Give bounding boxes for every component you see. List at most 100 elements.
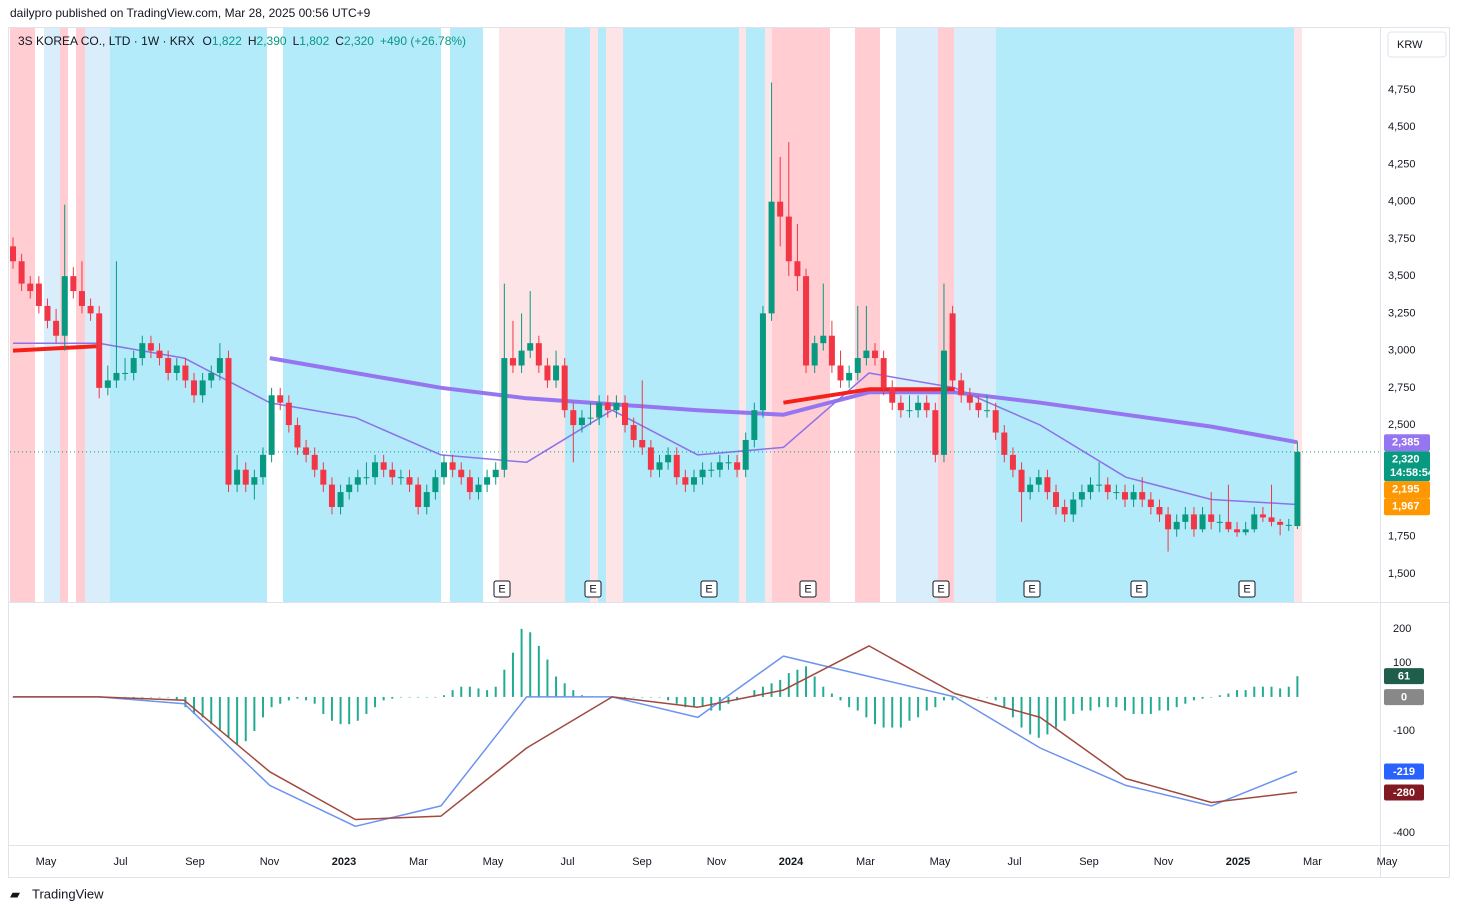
histogram-bar	[822, 686, 825, 697]
price-tick-label: 1,750	[1388, 531, 1416, 543]
histogram-bar	[296, 696, 299, 699]
histogram-bar	[839, 696, 842, 701]
time-tick-label: May	[36, 856, 57, 868]
histogram-bar	[141, 696, 144, 698]
histogram-bar	[1287, 686, 1290, 697]
histogram-bar	[1115, 696, 1118, 708]
candle-body	[234, 469, 241, 485]
histogram-bar	[374, 696, 377, 708]
histogram-bar	[1149, 696, 1152, 714]
plot-area	[10, 82, 1301, 828]
histogram-bar	[279, 696, 282, 704]
candle-body	[647, 447, 654, 470]
histogram-bar	[1063, 696, 1066, 721]
candle-body	[139, 343, 146, 359]
candle-body	[794, 261, 801, 277]
candle-body	[759, 313, 766, 411]
candle-body	[1199, 514, 1206, 530]
candle-body	[604, 402, 611, 411]
regime-band	[499, 28, 565, 602]
histogram-bar	[994, 696, 997, 701]
histogram-bar	[201, 696, 204, 718]
value-label: 61	[1398, 671, 1410, 683]
candle-body	[639, 439, 646, 448]
histogram-bar	[460, 686, 463, 697]
histogram-bar	[692, 696, 695, 708]
value-label: 0	[1401, 692, 1407, 704]
candle-body	[613, 402, 620, 411]
currency-button[interactable]	[1387, 31, 1447, 58]
histogram-bar	[244, 696, 247, 742]
candle-body	[1078, 492, 1085, 500]
histogram-bar	[132, 696, 135, 698]
histogram-bar	[1158, 696, 1161, 711]
candle-body	[578, 417, 585, 426]
histogram-bar	[580, 695, 583, 697]
price-tick-label: 3,000	[1388, 345, 1416, 357]
candle-body	[690, 477, 697, 485]
candle-body	[1130, 492, 1137, 500]
candle-body	[544, 365, 551, 381]
price-label: 2,195	[1392, 484, 1420, 496]
candle-body	[303, 447, 310, 455]
histogram-bar	[175, 696, 178, 701]
candle-body	[44, 305, 51, 321]
regime-band	[896, 28, 938, 602]
earnings-marker	[799, 580, 817, 598]
histogram-bar	[218, 696, 221, 731]
time-tick-label: Jul	[1007, 856, 1021, 868]
candle-body	[1242, 529, 1249, 533]
regime-band	[855, 28, 880, 602]
candle-body	[492, 469, 499, 478]
regime-band	[10, 28, 35, 602]
earnings-label: E	[589, 583, 596, 595]
price-tick-label: 4,250	[1388, 158, 1416, 170]
regime-band	[76, 28, 85, 602]
histogram-bar	[158, 696, 161, 698]
ohlc-key: O	[202, 34, 211, 48]
candle-body	[1268, 517, 1275, 522]
candle-body	[682, 477, 689, 485]
candle-body	[622, 402, 629, 426]
time-tick-label: May	[483, 856, 504, 868]
candle-body	[527, 343, 534, 351]
candle-body	[1001, 432, 1008, 455]
candle-body	[104, 380, 111, 388]
published-note: dailypro published on TradingView.com, M…	[10, 6, 371, 20]
regime-band	[598, 28, 606, 602]
histogram-bar	[537, 645, 540, 697]
candle-body	[18, 261, 25, 284]
histogram-bar	[1141, 696, 1144, 714]
histogram-bar	[1046, 696, 1049, 735]
candle-body	[397, 477, 404, 479]
histogram-bar	[330, 696, 333, 721]
candle-body	[777, 201, 784, 217]
price-label-box	[1384, 434, 1430, 452]
regime-band	[590, 28, 598, 602]
histogram-bar	[322, 696, 325, 714]
histogram-bar	[632, 696, 635, 698]
histogram-bar	[477, 688, 480, 697]
candle-body	[1285, 524, 1292, 526]
candle-body	[1009, 454, 1016, 470]
histogram-bar	[1279, 688, 1282, 697]
candle-body	[1018, 469, 1025, 493]
time-tick-label: Mar	[409, 856, 428, 868]
candle-body	[466, 477, 473, 493]
candle-body	[880, 358, 887, 388]
candle-body	[665, 454, 672, 463]
candle-body	[846, 372, 853, 381]
histogram-bar	[270, 696, 273, 708]
price-label-box	[1384, 451, 1430, 482]
histogram-bar	[684, 696, 687, 708]
price-tick-label: 4,500	[1388, 121, 1416, 133]
candle-body	[484, 477, 491, 485]
histogram-bar	[779, 679, 782, 697]
candle-body	[277, 395, 284, 403]
histogram-bar	[641, 696, 644, 698]
candle-body	[354, 477, 361, 485]
histogram-bar	[1201, 696, 1204, 699]
price-label-box	[1384, 481, 1430, 499]
histogram-bar	[1072, 696, 1075, 714]
candle-body	[337, 492, 344, 507]
